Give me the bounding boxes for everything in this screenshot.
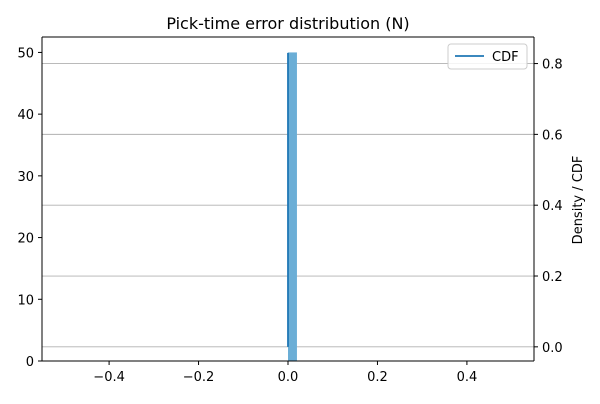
right-y-axis-label: Density / CDF [571,156,586,245]
y-right-tick-label-0: 0.0 [542,341,563,356]
chart-title: Pick-time error distribution (N) [166,14,409,33]
legend: CDF [447,43,528,70]
y-right-tick-label-3: 0.6 [542,128,563,143]
y-left-tick-label-5: 50 [17,46,34,61]
histogram-bars [288,52,297,362]
tick-layer: −0.4 −0.2 0.0 0.2 0.4 0 10 20 30 40 50 0.0 0.2 0.4 0.6… [17,46,562,385]
y-right-tick-label-1: 0.2 [542,270,563,285]
y-right-tick-label-4: 0.8 [542,58,563,73]
y-left-tick-label-3: 30 [17,170,34,185]
legend-box [447,43,528,70]
y-left-tick-label-0: 0 [26,355,34,370]
x-tick-label-1: −0.2 [183,370,215,385]
x-tick-label-0: −0.4 [93,370,125,385]
histogram-bar-0 [288,52,297,362]
y-left-tick-label-1: 10 [17,293,34,308]
y-left-tick-label-2: 20 [17,232,34,247]
y-left-tick-label-4: 40 [17,108,34,123]
y-right-tick-label-2: 0.4 [542,199,563,214]
x-tick-label-4: 0.4 [457,370,478,385]
x-tick-label-3: 0.2 [367,370,388,385]
x-tick-label-2: 0.0 [278,370,299,385]
legend-cdf-label: CDF [492,50,519,65]
